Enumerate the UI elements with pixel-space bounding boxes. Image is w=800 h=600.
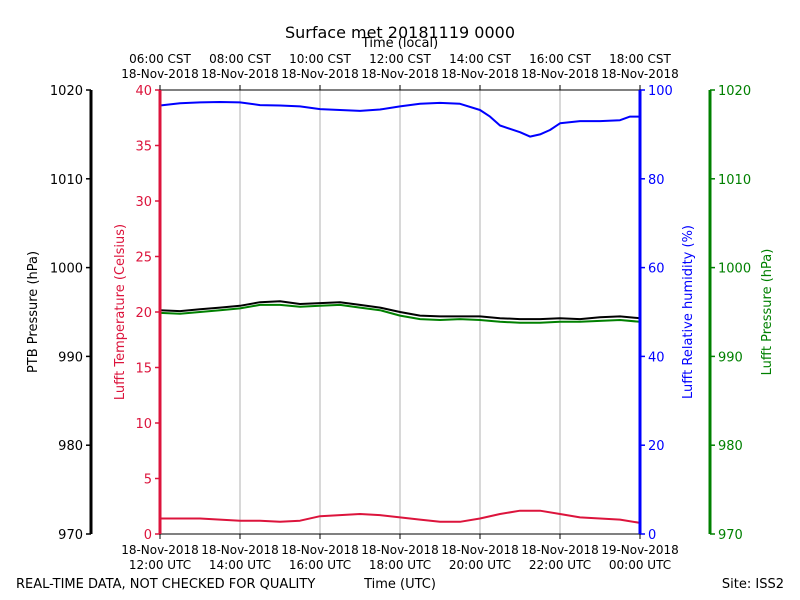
top-tick-date: 18-Nov-2018 [121,67,199,81]
humidity-tick-label: 80 [648,173,665,188]
top-tick-time: 06:00 CST [129,52,191,66]
series-ptb-pressure [159,300,641,321]
bottom-tick-date: 18-Nov-2018 [441,543,519,557]
lufft-pressure-tick-label: 970 [718,528,743,543]
temperature-tick-label: 35 [135,140,152,155]
humidity-tick-label: 100 [648,84,673,99]
humidity-tick-label: 60 [648,262,665,277]
lufft-pressure-tick-label: 1010 [718,173,751,188]
bottom-tick-time: 14:00 UTC [209,558,271,572]
lufft-pressure-tick-label: 980 [718,439,743,454]
bottom-tick-time: 22:00 UTC [529,558,591,572]
series-lufft-relative-humidity [159,101,640,138]
bottom-tick-date: 18-Nov-2018 [201,543,279,557]
chart-title: Surface met 20181119 0000 [285,23,515,42]
series-lufft-temperature [160,509,641,524]
top-tick-date: 18-Nov-2018 [441,67,519,81]
bottom-tick-time: 20:00 UTC [449,558,511,572]
temperature-axis-label: Lufft Temperature (Celsius) [113,224,128,400]
top-tick-date: 18-Nov-2018 [361,67,439,81]
data-series [159,101,641,524]
top-tick-date: 18-Nov-2018 [521,67,599,81]
ptb-pressure-tick-label: 970 [58,528,83,543]
top-tick-time: 10:00 CST [289,52,351,66]
top-tick-time: 12:00 CST [369,52,431,66]
temperature-tick-label: 15 [135,362,152,377]
top-tick-time: 14:00 CST [449,52,511,66]
ptb-pressure-tick-label: 1000 [50,262,83,277]
temperature-tick-label: 20 [135,306,152,321]
temperature-tick-label: 25 [135,251,152,266]
humidity-tick-label: 20 [648,439,665,454]
top-tick-time: 18:00 CST [609,52,671,66]
ptb-pressure-tick-label: 990 [58,350,83,365]
lufft-pressure-axis-label: Lufft Pressure (hPa) [760,249,775,376]
bottom-tick-date: 18-Nov-2018 [121,543,199,557]
humidity-axis-label: Lufft Relative humidity (%) [681,225,696,399]
lufft-pressure-tick-label: 990 [718,350,743,365]
bottom-tick-time: 18:00 UTC [369,558,431,572]
top-tick-date: 18-Nov-2018 [281,67,359,81]
top-tick-date: 18-Nov-2018 [201,67,279,81]
ptb-pressure-tick-label: 980 [58,439,83,454]
bottom-tick-date: 19-Nov-2018 [601,543,679,557]
temperature-tick-label: 40 [135,84,152,99]
top-tick-time: 08:00 CST [209,52,271,66]
bottom-tick-time: 16:00 UTC [289,558,351,572]
lufft-pressure-tick-label: 1020 [718,84,751,99]
quality-disclaimer: REAL-TIME DATA, NOT CHECKED FOR QUALITY [16,577,315,592]
axes: 970 980 990 1000 1010 1020 0 5 10 15 20 25 30 35 40 0 20… [50,52,751,572]
bottom-tick-time: 00:00 UTC [609,558,671,572]
humidity-tick-label: 0 [648,528,656,543]
top-tick-time: 16:00 CST [529,52,591,66]
temperature-tick-label: 10 [135,417,152,432]
bottom-tick-date: 18-Nov-2018 [361,543,439,557]
top-axis-label: Time (local) [361,36,438,51]
top-tick-date: 18-Nov-2018 [601,67,679,81]
humidity-tick-label: 40 [648,350,665,365]
bottom-tick-date: 18-Nov-2018 [521,543,599,557]
temperature-tick-label: 5 [144,473,152,488]
ptb-pressure-tick-label: 1020 [50,84,83,99]
series-lufft-pressure [159,303,641,324]
bottom-tick-date: 18-Nov-2018 [281,543,359,557]
bottom-tick-time: 12:00 UTC [129,558,191,572]
site-label: Site: ISS2 [722,577,784,592]
ptb-pressure-tick-label: 1010 [50,173,83,188]
lufft-pressure-tick-label: 1000 [718,262,751,277]
ptb-pressure-axis-label: PTB Pressure (hPa) [26,251,41,373]
temperature-tick-label: 30 [135,195,152,210]
x-axis-label: Time (UTC) [363,577,436,592]
temperature-tick-label: 0 [144,528,152,543]
